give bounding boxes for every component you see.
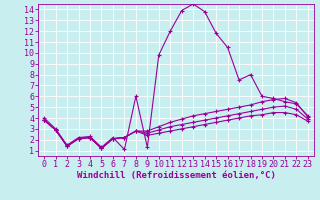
X-axis label: Windchill (Refroidissement éolien,°C): Windchill (Refroidissement éolien,°C)	[76, 171, 276, 180]
